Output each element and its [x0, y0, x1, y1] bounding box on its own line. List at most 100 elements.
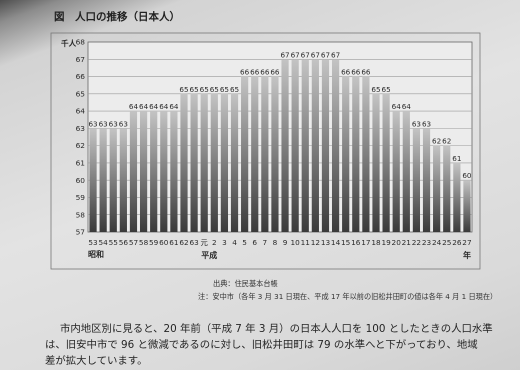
x-tick-heisei-8: 8 [273, 238, 278, 247]
y-tick-66: 66 [76, 72, 86, 81]
data-label-showa-59: 64 [149, 102, 159, 111]
data-label-heisei-23: 63 [422, 119, 431, 128]
era-label-heisei: 平成 [201, 250, 217, 260]
data-label-showa-62: 65 [179, 85, 188, 94]
bar-heisei-24 [433, 145, 441, 232]
bar-heisei-5 [241, 76, 249, 232]
data-label-heisei-17: 66 [361, 68, 371, 77]
bar-showa-56 [119, 128, 127, 232]
bar-heisei-11 [301, 59, 309, 232]
bar-heisei-15 [342, 76, 350, 232]
x-tick-heisei-3: 3 [222, 238, 227, 247]
bar-heisei-16 [352, 76, 360, 232]
x-tick-heisei-16: 16 [351, 238, 361, 247]
bar-heisei-3 [220, 93, 229, 233]
data-label-heisei-25: 62 [442, 137, 451, 146]
bar-showa-59 [150, 111, 158, 232]
data-label-heisei-26: 61 [452, 154, 461, 163]
data-label-heisei-5: 66 [240, 68, 250, 77]
x-tick-heisei-15: 15 [341, 238, 350, 247]
x-tick-heisei-20: 20 [392, 238, 402, 247]
x-tick-heisei-2: 2 [212, 238, 217, 247]
bar-heisei-2 [210, 93, 218, 233]
data-label-heisei-22: 63 [412, 119, 421, 128]
data-label-heisei-12: 67 [311, 50, 320, 59]
y-tick-62: 62 [76, 141, 85, 150]
y-tick-59: 59 [76, 193, 86, 202]
data-label-heisei-9: 67 [280, 50, 289, 59]
bar-heisei-13 [321, 59, 330, 232]
data-label-heisei-27: 60 [462, 171, 472, 180]
data-label-showa-53: 63 [88, 119, 97, 128]
data-label-heisei-15: 66 [341, 68, 351, 77]
data-label-heisei-16: 66 [351, 68, 361, 77]
data-label-heisei-2: 65 [210, 85, 219, 94]
x-tick-showa-59: 59 [149, 238, 159, 247]
chart-note: 注：安中市（各年 3 月 31 日現在、平成 17 年以前の旧松井田町の値は各年… [198, 292, 498, 301]
x-tick-heisei-12: 12 [311, 238, 320, 247]
data-label-showa-57: 64 [129, 102, 139, 111]
body-text-line-2: は、旧安中市で 96 と微減であるのに対し、旧松井田町は 79 の水準へと下がっ… [45, 339, 478, 351]
data-label-showa-58: 64 [139, 102, 149, 111]
x-tick-heisei-22: 22 [412, 238, 421, 247]
x-tick-heisei-27: 27 [462, 238, 472, 247]
x-tick-showa-63: 63 [189, 238, 199, 247]
x-tick-heisei-17: 17 [361, 238, 371, 247]
x-tick-heisei-18: 18 [371, 238, 381, 247]
x-tick-showa-57: 57 [129, 238, 139, 247]
y-tick-63: 63 [76, 124, 86, 133]
data-label-heisei-24: 62 [432, 137, 441, 146]
chart-frame [50, 32, 481, 270]
data-label-heisei-1: 65 [200, 85, 209, 94]
chart-title: 図 人口の推移（日本人） [54, 11, 180, 23]
bar-heisei-6 [251, 76, 259, 232]
bar-showa-54 [99, 128, 107, 232]
bar-heisei-14 [331, 59, 340, 232]
data-label-heisei-10: 67 [291, 50, 300, 59]
data-label-heisei-19: 65 [382, 85, 391, 94]
data-label-heisei-20: 64 [392, 102, 402, 111]
x-tick-showa-60: 60 [159, 238, 169, 247]
x-tick-heisei-6: 6 [252, 238, 257, 247]
x-tick-showa-54: 54 [99, 238, 109, 247]
x-tick-heisei-10: 10 [291, 238, 301, 247]
bar-showa-60 [160, 111, 168, 232]
x-tick-showa-62: 62 [179, 238, 188, 247]
bar-heisei-10 [291, 59, 299, 232]
data-label-showa-54: 63 [99, 119, 108, 128]
body-text-line-1: 市内地区別に見ると、20 年前（平成 7 年 3 月）の日本人人口を 100 と… [60, 323, 493, 335]
bar-showa-53 [89, 128, 97, 232]
data-label-heisei-18: 65 [371, 85, 380, 94]
bar-heisei-25 [443, 145, 451, 232]
x-tick-heisei-5: 5 [242, 238, 247, 247]
bar-heisei-27 [463, 180, 471, 232]
data-label-showa-56: 63 [119, 119, 128, 128]
y-tick-67: 67 [76, 55, 86, 64]
bar-heisei-22 [412, 128, 421, 232]
bar-heisei-20 [392, 111, 400, 232]
bar-heisei-9 [281, 59, 289, 232]
y-tick-65: 65 [76, 89, 86, 98]
bar-showa-61 [170, 111, 178, 232]
x-tick-heisei-1: 元 [201, 238, 208, 247]
data-label-heisei-6: 66 [250, 68, 260, 77]
bar-heisei-12 [311, 59, 319, 232]
bar-heisei-8 [271, 76, 279, 232]
x-tick-heisei-13: 13 [321, 238, 331, 247]
chart-source: 出典：住民基本台帳 [213, 279, 278, 288]
bar-heisei-18 [372, 93, 380, 233]
x-axis-unit: 年 [463, 250, 471, 260]
y-tick-68: 68 [76, 38, 86, 47]
bar-showa-63 [190, 93, 198, 233]
x-tick-heisei-4: 4 [232, 238, 237, 247]
x-tick-heisei-26: 26 [452, 238, 462, 247]
y-axis-unit: 千人 [61, 38, 77, 48]
x-tick-heisei-23: 23 [422, 238, 432, 247]
x-tick-heisei-9: 9 [283, 238, 288, 247]
y-tick-57: 57 [76, 228, 86, 237]
bar-heisei-19 [382, 93, 390, 233]
data-label-heisei-7: 66 [260, 68, 270, 77]
data-label-heisei-14: 67 [331, 50, 340, 59]
